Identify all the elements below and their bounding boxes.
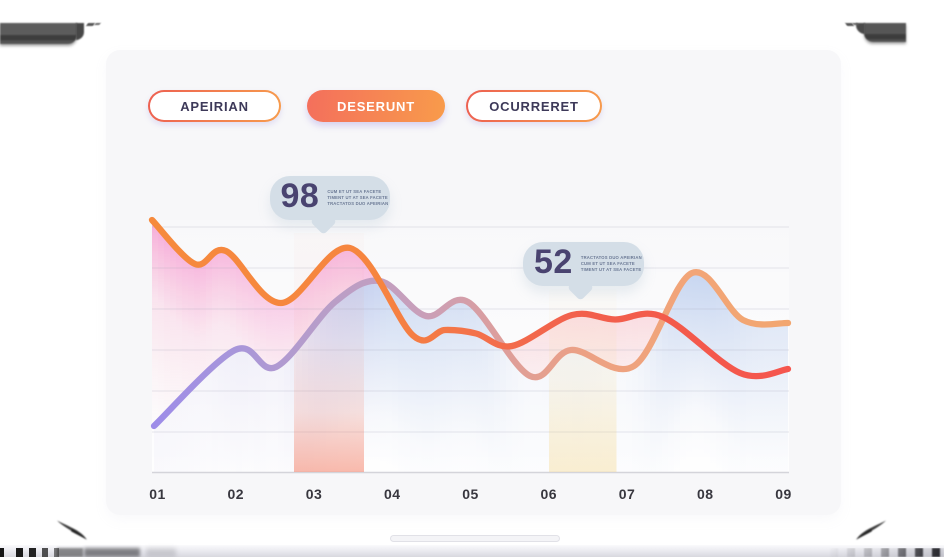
svg-text:01: 01 <box>149 486 166 502</box>
svg-text:02: 02 <box>228 486 245 502</box>
svg-text:04: 04 <box>384 486 401 502</box>
svg-text:09: 09 <box>775 486 792 502</box>
svg-text:08: 08 <box>697 486 714 502</box>
svg-text:03: 03 <box>306 486 323 502</box>
svg-text:07: 07 <box>619 486 636 502</box>
svg-text:06: 06 <box>541 486 558 502</box>
svg-text:05: 05 <box>462 486 479 502</box>
